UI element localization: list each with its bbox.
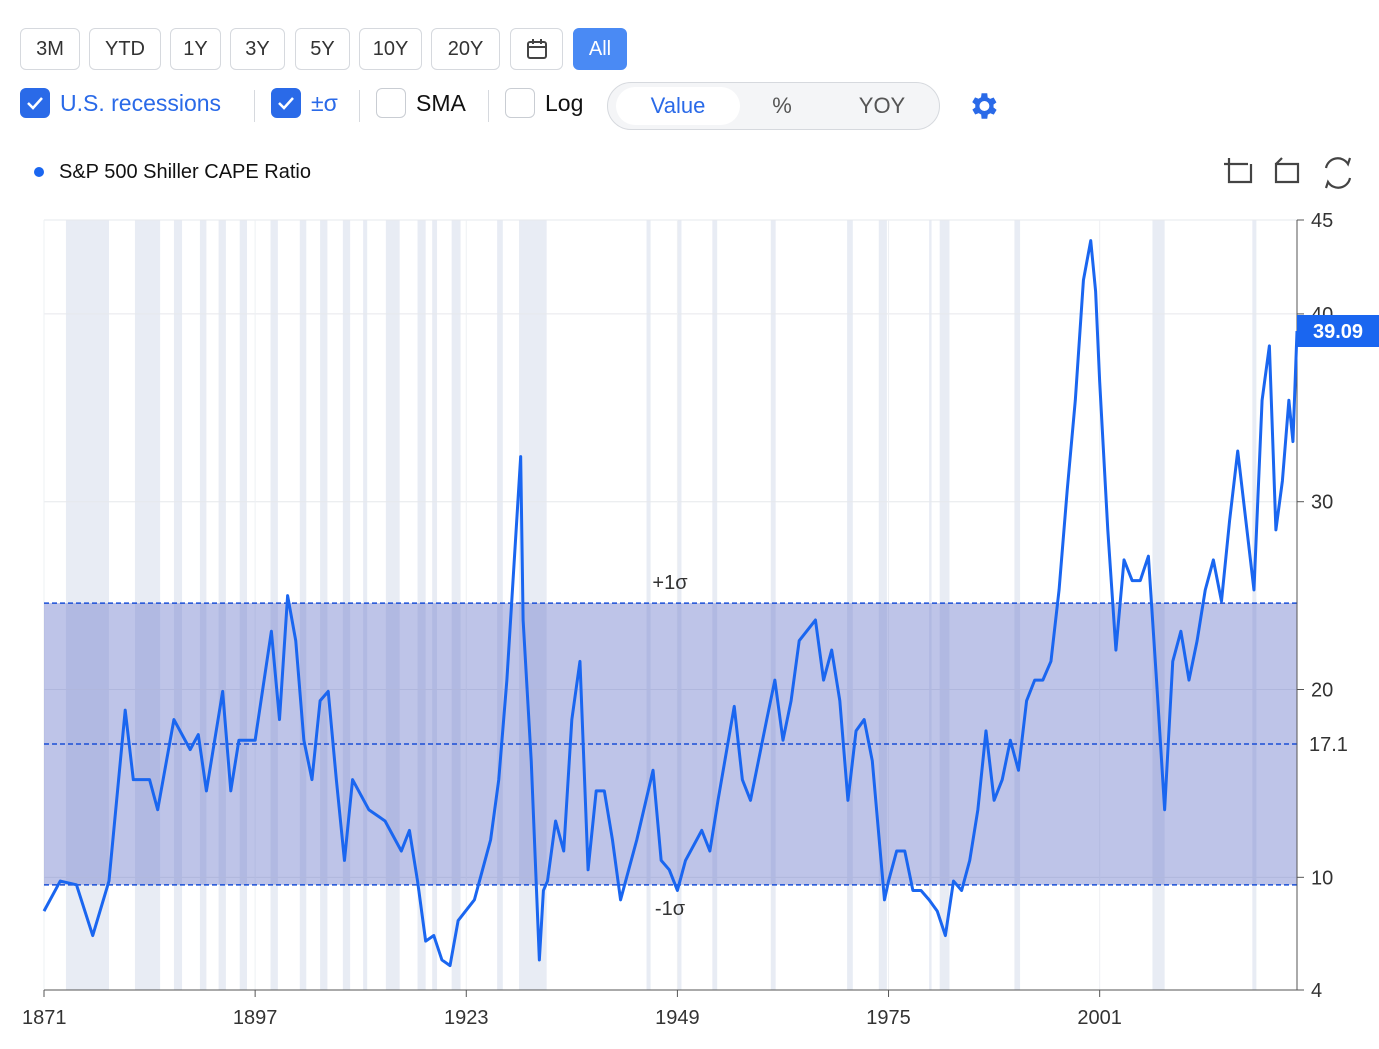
recession-band [646,220,651,990]
recession-band [519,220,547,990]
check-mark [278,97,294,110]
recession-band [417,220,426,990]
x-tick-label: 1975 [866,1007,911,1029]
recession-band [939,220,950,990]
recession-band [239,220,248,990]
range-button[interactable]: 10Y [359,28,422,70]
recession-band [363,220,368,990]
sigma-label: +1σ [652,572,688,594]
last-value-badge [1297,314,1379,347]
recession-band [451,220,461,990]
toggle-label: ±σ [311,89,338,116]
recession-band [270,220,278,990]
y-tick-label: 40 [1311,304,1333,326]
mode-switch: Value% YOY [607,82,940,130]
toggle-label: U.S. recessions [60,89,222,116]
recession-band [712,220,718,990]
y-tick-label: 4 [1311,980,1322,1002]
recession-band [1252,220,1257,990]
x-tick-label: 1949 [655,1007,700,1029]
x-tick-label: 1871 [22,1007,67,1029]
y-tick-label: 10 [1311,867,1333,889]
x-tick-label: 1923 [444,1007,489,1029]
range-button[interactable]: YTD [89,28,161,70]
recession-band [342,220,351,990]
sigma-band [44,603,1297,885]
checkbox[interactable] [505,88,535,118]
recession-band [929,220,932,990]
mean-label: 17.1 [1309,734,1348,756]
toggle[interactable]: SMA [376,88,466,118]
range-button[interactable]: 3M [20,28,80,70]
checkbox[interactable] [376,88,406,118]
sigma-label: -1σ [655,898,686,920]
toggle-label: SMA [416,89,466,116]
separator [254,90,255,122]
mode-option[interactable]: % [772,93,792,118]
recession-band [173,220,183,990]
mode-option[interactable]: Value [616,87,740,125]
recession-band [385,220,400,990]
toggle[interactable]: U.S. recessions [20,88,221,118]
range-button[interactable]: All [573,28,627,70]
range-button[interactable]: 1Y [170,28,221,70]
recession-band [677,220,682,990]
mode-option[interactable]: YOY [858,93,906,118]
calendar-icon [526,39,547,59]
range-button[interactable]: 20Y [431,28,500,70]
y-tick-label: 30 [1311,492,1333,514]
separator [488,90,489,122]
last-value-label: 39.09 [1313,321,1363,343]
recession-band [299,220,307,990]
recession-band [878,220,887,990]
recession-band [218,220,226,990]
range-button[interactable]: 5Y [295,28,350,70]
calendar-button[interactable] [510,28,563,70]
recession-band [199,220,207,990]
x-tick-label: 2001 [1077,1007,1122,1029]
toggle[interactable]: ±σ [271,88,338,118]
recession-band [1152,220,1165,990]
legend-label: S&P 500 Shiller CAPE Ratio [59,161,311,183]
recession-band [65,220,109,990]
settings-icon[interactable] [966,89,1000,123]
recession-band [320,220,328,990]
recession-band [1014,220,1021,990]
recession-band [847,220,853,990]
legend-dot [34,167,44,177]
recession-band [497,220,503,990]
checkbox[interactable] [271,88,301,118]
data-line [42,239,1299,968]
toggle[interactable]: Log [505,88,583,118]
x-tick-label: 1897 [233,1007,278,1029]
recession-band [432,220,438,990]
y-tick-label: 45 [1311,210,1333,232]
chart-tools [1224,157,1352,189]
y-tick-label: 20 [1311,680,1333,702]
recession-band [770,220,776,990]
toggle-label: Log [545,89,584,116]
recession-band [134,220,161,990]
checkbox[interactable] [20,88,50,118]
range-button[interactable]: 3Y [230,28,285,70]
check-mark [27,97,43,110]
separator [359,90,360,122]
